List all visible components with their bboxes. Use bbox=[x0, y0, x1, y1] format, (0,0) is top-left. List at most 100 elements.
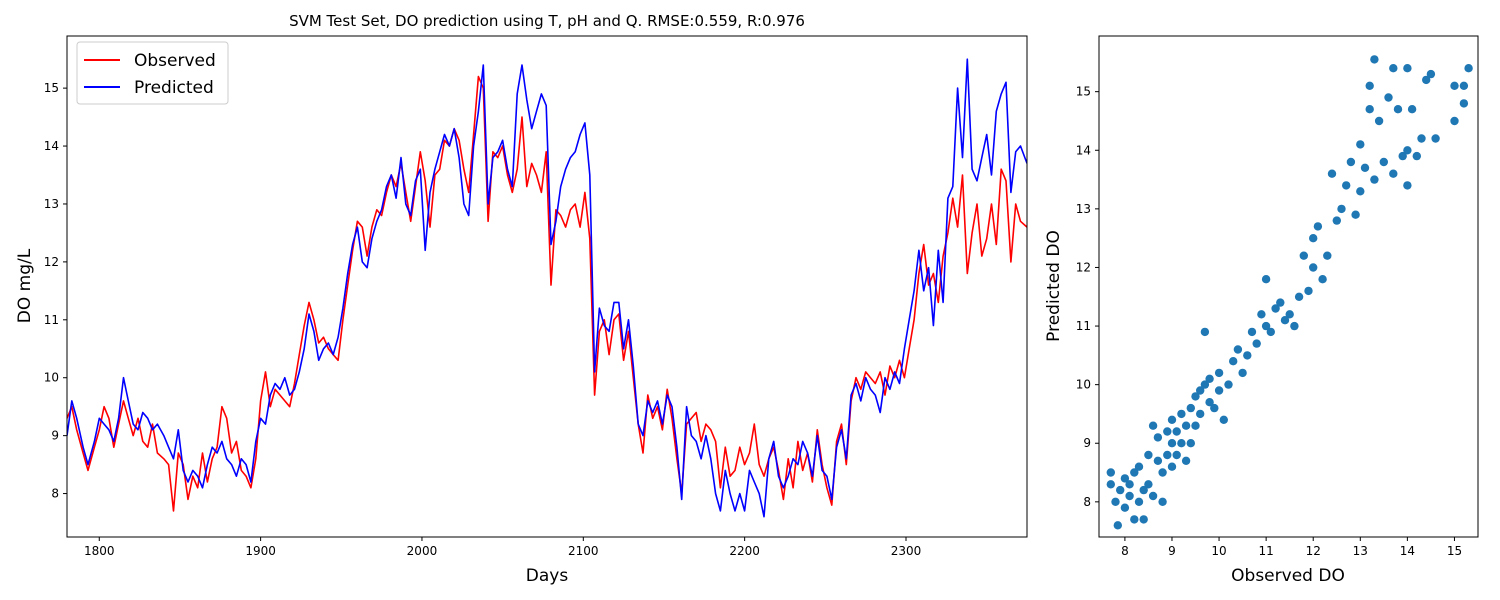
scatter-point bbox=[1290, 321, 1299, 331]
line-chart-xtick-label: 2100 bbox=[568, 544, 599, 558]
scatter-point bbox=[1139, 515, 1148, 524]
scatter-point bbox=[1356, 187, 1365, 196]
scatter-point bbox=[1370, 55, 1379, 64]
line-chart-xtick-label: 1800 bbox=[84, 544, 115, 558]
scatter-point bbox=[1327, 169, 1337, 178]
scatter-point bbox=[1403, 63, 1412, 73]
line-chart-ytick-label: 14 bbox=[44, 139, 59, 153]
scatter-point bbox=[1205, 374, 1214, 383]
scatter-point bbox=[1459, 99, 1469, 108]
scatter-point bbox=[1299, 251, 1309, 260]
scatter-point bbox=[1356, 140, 1365, 149]
scatter-point bbox=[1337, 204, 1346, 214]
scatter-point bbox=[1247, 327, 1257, 337]
scatter-point bbox=[1450, 116, 1459, 126]
scatter-point bbox=[1130, 468, 1139, 477]
scatter-point bbox=[1116, 485, 1125, 495]
scatter-point bbox=[1360, 163, 1370, 172]
legend-label-predicted: Predicted bbox=[134, 78, 214, 98]
scatter-point bbox=[1238, 368, 1247, 378]
scatter-point bbox=[1464, 63, 1473, 73]
scatter-point bbox=[1172, 450, 1181, 460]
scatter-chart-xtick-label: 8 bbox=[1121, 544, 1129, 558]
line-chart-xlabel: Days bbox=[526, 566, 569, 586]
scatter-point bbox=[1181, 456, 1191, 465]
scatter-point bbox=[1422, 75, 1431, 85]
scatter-point bbox=[1318, 275, 1327, 284]
series-line-observed bbox=[67, 75, 1027, 512]
scatter-point bbox=[1398, 151, 1407, 161]
scatter-point bbox=[1144, 480, 1153, 489]
scatter-point bbox=[1148, 421, 1158, 430]
legend: Observed Predicted bbox=[76, 41, 229, 105]
scatter-point bbox=[1374, 116, 1384, 126]
scatter-point bbox=[1417, 134, 1426, 143]
scatter-point bbox=[1196, 386, 1205, 395]
line-chart-axes: 1800 1900 2000 2100 2200 2300 8 9 10 11 12 13 14 15 bbox=[44, 35, 1028, 558]
scatter-point bbox=[1450, 81, 1459, 91]
series-line-predicted bbox=[67, 58, 1027, 518]
scatter-point bbox=[1191, 392, 1200, 401]
scatter-point bbox=[1134, 462, 1144, 471]
scatter-point bbox=[1365, 105, 1374, 114]
scatter-point bbox=[1172, 427, 1181, 436]
scatter-point bbox=[1403, 146, 1412, 155]
scatter-chart-ytick-label: 15 bbox=[1076, 85, 1091, 99]
scatter-chart-xtick-label: 15 bbox=[1447, 544, 1462, 558]
scatter-point bbox=[1106, 468, 1116, 477]
scatter-chart-ytick-label: 12 bbox=[1076, 260, 1091, 274]
scatter-point bbox=[1276, 298, 1285, 307]
scatter-point bbox=[1271, 304, 1280, 313]
scatter-point bbox=[1200, 380, 1210, 389]
line-chart-xtick-label: 2300 bbox=[891, 544, 922, 558]
scatter-point bbox=[1219, 415, 1229, 424]
scatter-chart-axes: 8 9 10 11 12 13 14 15 8 9 10 11 12 13 14 15 bbox=[1076, 35, 1479, 558]
scatter-chart-ytick-label: 14 bbox=[1076, 143, 1091, 157]
scatter-point bbox=[1412, 151, 1422, 161]
scatter-chart-ytick-label: 13 bbox=[1076, 202, 1091, 216]
scatter-chart-xtick-label: 11 bbox=[1258, 544, 1273, 558]
scatter-point bbox=[1261, 275, 1271, 284]
scatter-point bbox=[1214, 386, 1224, 395]
legend-box bbox=[76, 41, 229, 105]
scatter-point bbox=[1266, 327, 1276, 337]
scatter-chart-ytick-label: 8 bbox=[1083, 495, 1091, 509]
scatter-point bbox=[1153, 433, 1163, 442]
scatter-point bbox=[1163, 427, 1172, 436]
line-chart-ytick-label: 10 bbox=[44, 371, 59, 385]
scatter-point bbox=[1389, 63, 1398, 73]
scatter-point bbox=[1379, 157, 1389, 167]
scatter-point bbox=[1181, 421, 1191, 430]
scatter-point bbox=[1309, 263, 1318, 272]
scatter-point bbox=[1120, 503, 1130, 512]
scatter-point bbox=[1111, 497, 1120, 506]
scatter-point bbox=[1191, 421, 1200, 430]
scatter-point bbox=[1148, 491, 1158, 501]
scatter-point bbox=[1158, 468, 1167, 477]
scatter-chart-ytick-label: 9 bbox=[1083, 436, 1091, 450]
scatter-point bbox=[1186, 403, 1196, 413]
line-chart-frame bbox=[66, 35, 1028, 538]
scatter-point bbox=[1431, 134, 1440, 143]
scatter-point bbox=[1186, 439, 1196, 448]
scatter-chart-xtick-label: 12 bbox=[1306, 544, 1321, 558]
scatter-point bbox=[1205, 398, 1214, 407]
line-chart-ytick-label: 8 bbox=[51, 487, 59, 501]
scatter-point bbox=[1177, 439, 1186, 448]
line-chart-ytick-label: 13 bbox=[44, 197, 59, 211]
line-chart-title: SVM Test Set, DO prediction using T, pH … bbox=[289, 12, 805, 30]
scatter-point bbox=[1365, 81, 1374, 91]
scatter-point bbox=[1384, 93, 1393, 102]
scatter-chart-xtick-label: 14 bbox=[1400, 544, 1415, 558]
scatter-point bbox=[1214, 368, 1224, 378]
scatter-point bbox=[1426, 69, 1436, 79]
scatter-point bbox=[1393, 105, 1403, 114]
legend-label-observed: Observed bbox=[134, 51, 216, 71]
scatter-point bbox=[1323, 251, 1332, 260]
scatter-point bbox=[1106, 480, 1116, 489]
line-chart-xtick-label: 2000 bbox=[407, 544, 438, 558]
scatter-point bbox=[1167, 462, 1177, 471]
line-chart-xtick-label: 1900 bbox=[245, 544, 276, 558]
scatter-point bbox=[1389, 169, 1398, 178]
